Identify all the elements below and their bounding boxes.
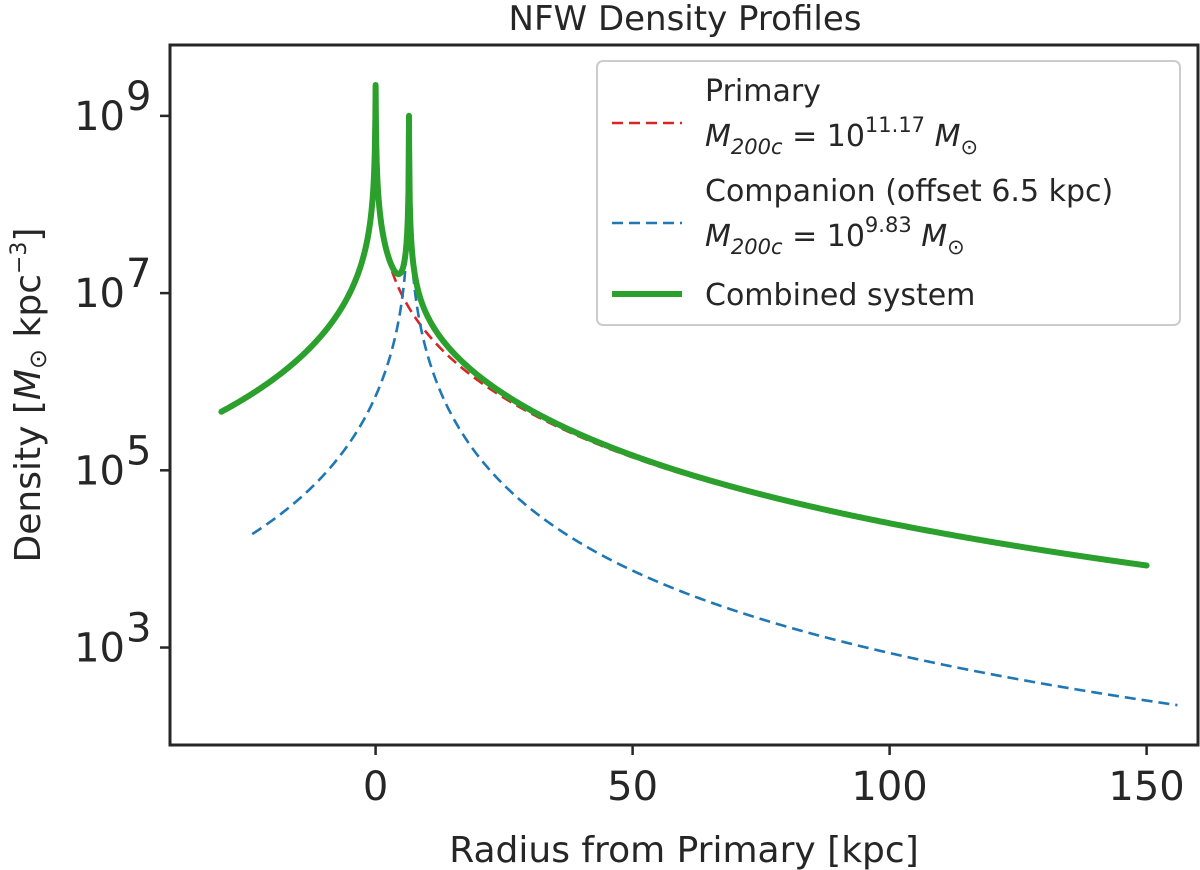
series-layer	[218, 81, 1179, 707]
y-tick-exponent: 3	[126, 606, 151, 652]
x-tick-label: 50	[607, 764, 658, 810]
legend-box	[596, 60, 1181, 326]
x-tick-label: 150	[1108, 764, 1184, 810]
y-tick-label: 10	[74, 626, 125, 672]
x-tick-label: 100	[851, 764, 927, 810]
svg-text:Density [M⊙ kpc−3]: Density [M⊙ kpc−3]	[7, 228, 52, 563]
plot-frame	[168, 43, 1200, 747]
y-tick-exponent: 7	[126, 251, 151, 297]
legend-label: Companion (offset 6.5 kpc)	[705, 174, 1113, 209]
y-tick-exponent: 9	[126, 74, 151, 120]
y-tick-label: 10	[74, 94, 125, 140]
y-tick-label: 10	[74, 448, 125, 494]
y-tick-exponent: 5	[126, 428, 151, 474]
x-axis: 0 50 100 150	[363, 745, 1185, 810]
chart-title: NFW Density Profiles	[509, 0, 862, 39]
y-axis-label: Density [M⊙ kpc−3]	[7, 228, 52, 563]
series-line-combined	[218, 81, 1150, 569]
legend-label: Combined system	[705, 278, 975, 313]
legend-mass-label: M200c = 109.83 M⊙	[705, 213, 965, 259]
legend-mass-label: M200c = 1011.17 M⊙	[705, 113, 978, 159]
legend-label: Primary	[705, 74, 821, 109]
x-tick-label: 0	[363, 764, 388, 810]
y-tick-label: 10	[74, 271, 125, 317]
legend: Primary M200c = 1011.17 M⊙ Companion (offs…	[596, 60, 1181, 326]
x-axis-label: Radius from Primary [kpc]	[449, 830, 919, 870]
